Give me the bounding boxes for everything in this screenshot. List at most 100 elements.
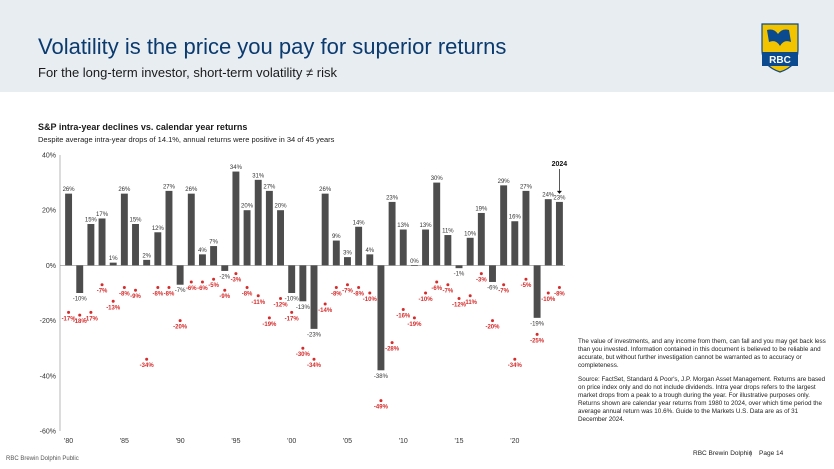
bar-annual-return	[321, 193, 329, 266]
dot-value-label: -10%	[419, 297, 434, 303]
bar-value-label: 26%	[319, 187, 332, 193]
bar-value-label: 24%	[542, 193, 555, 199]
y-tick-label: 0%	[46, 263, 56, 270]
bar-value-label: 29%	[498, 179, 511, 185]
bar-value-label: 14%	[353, 220, 366, 226]
bar-annual-return	[466, 237, 474, 266]
intra-year-decline-dot	[256, 294, 260, 298]
footer-company: RBC Brewin Dolphin	[693, 450, 753, 457]
bar-annual-return	[500, 185, 508, 266]
bar-value-label: 9%	[332, 234, 341, 240]
bar-value-label: 15%	[85, 218, 98, 224]
classification-label: RBC Brewin Dolphin Public	[6, 456, 79, 462]
footer-separator: |	[750, 450, 752, 457]
intra-year-decline-dot	[379, 399, 383, 403]
bar-annual-return	[355, 226, 363, 266]
dot-value-label: -17%	[62, 316, 77, 322]
bar-annual-return	[187, 193, 195, 266]
bar-value-label: -19%	[530, 321, 545, 327]
highlight-year-label: 2024	[552, 161, 568, 168]
chart-subtitle: Despite average intra-year drops of 14.1…	[38, 135, 335, 144]
intra-year-decline-dot	[290, 310, 294, 314]
dot-value-label: -18%	[73, 319, 88, 325]
dot-value-label: -13%	[106, 305, 121, 311]
bar-annual-return	[511, 221, 519, 266]
dot-value-label: -5%	[208, 283, 219, 289]
dot-value-label: -49%	[374, 405, 389, 411]
bar-annual-return	[299, 265, 307, 302]
dot-value-label: -5%	[521, 283, 532, 289]
dot-value-label: -6%	[197, 286, 208, 292]
intra-year-decline-dot	[189, 280, 193, 284]
bar-annual-return	[254, 179, 262, 266]
intra-year-decline-dot	[457, 297, 461, 301]
dot-value-label: -28%	[385, 347, 400, 353]
bar-annual-return	[310, 265, 318, 329]
bar-value-label: 16%	[509, 215, 522, 221]
bar-value-label: 3%	[343, 251, 352, 257]
dot-value-label: -25%	[530, 338, 545, 344]
bar-annual-return	[176, 265, 184, 285]
dot-value-label: -34%	[307, 363, 322, 369]
intra-year-decline-dot	[245, 285, 249, 289]
risk-warning: The value of investments, and any income…	[578, 338, 826, 370]
bar-annual-return	[65, 193, 73, 266]
bar-value-label: 34%	[230, 165, 243, 171]
page-number: Page 14	[759, 450, 784, 457]
dot-value-label: -7%	[97, 289, 108, 295]
bar-annual-return	[232, 171, 240, 266]
bar-value-label: -13%	[296, 305, 311, 311]
bar-annual-return	[76, 265, 84, 293]
dot-value-label: -8%	[119, 291, 130, 297]
dot-value-label: -34%	[508, 363, 523, 369]
dot-value-label: -34%	[140, 363, 155, 369]
bar-value-label: 11%	[442, 229, 454, 235]
intra-year-decline-dot	[89, 310, 93, 314]
bar-annual-return	[98, 218, 106, 266]
bar-annual-return	[544, 199, 552, 266]
bar-value-label: 26%	[118, 187, 131, 193]
bar-annual-return	[221, 265, 229, 271]
bar-annual-return	[522, 190, 530, 266]
intra-year-decline-dot	[334, 285, 338, 289]
x-tick-label: '20	[510, 438, 519, 445]
y-tick-label: -60%	[40, 429, 56, 436]
bar-annual-return	[555, 201, 563, 266]
intra-year-decline-dot	[167, 285, 171, 289]
bar-annual-return	[410, 265, 418, 266]
bar-value-label: -38%	[374, 374, 389, 380]
bar-value-label: -23%	[307, 332, 322, 338]
bar-value-label: 19%	[475, 206, 488, 212]
bar-annual-return	[455, 265, 463, 269]
intra-year-decline-dot	[178, 319, 182, 323]
dot-value-label: -8%	[152, 291, 163, 297]
bar-annual-return	[87, 224, 95, 266]
intra-year-decline-dot	[557, 285, 561, 289]
bar-value-label: 23%	[553, 195, 566, 201]
intra-year-decline-dot	[490, 319, 494, 323]
bar-value-label: 15%	[130, 218, 143, 224]
bar-annual-return	[344, 257, 351, 266]
bar-value-label: 30%	[431, 176, 444, 182]
bar-value-label: 2%	[142, 253, 151, 259]
x-tick-label: '80	[64, 438, 73, 445]
highlight-arrow-head	[556, 190, 562, 194]
rbc-logo: RBC	[761, 23, 799, 73]
x-tick-label: '15	[454, 438, 463, 445]
header-band: Volatility is the price you pay for supe…	[0, 0, 834, 92]
y-tick-label: -40%	[40, 373, 56, 380]
intra-year-decline-dot	[279, 297, 283, 301]
bar-value-label: -2%	[219, 274, 230, 280]
dot-value-label: -6%	[431, 286, 442, 292]
bar-annual-return	[422, 229, 430, 266]
dot-value-label: -8%	[242, 291, 253, 297]
dot-value-label: -16%	[396, 314, 411, 320]
bar-value-label: 13%	[420, 223, 433, 229]
dot-value-label: -8%	[331, 291, 342, 297]
bar-value-label: -10%	[285, 297, 300, 303]
intra-year-decline-dot	[390, 341, 394, 345]
bar-annual-return	[288, 265, 296, 293]
x-tick-label: '10	[399, 438, 408, 445]
bar-value-label: 10%	[464, 231, 477, 237]
bar-annual-return	[433, 182, 441, 266]
